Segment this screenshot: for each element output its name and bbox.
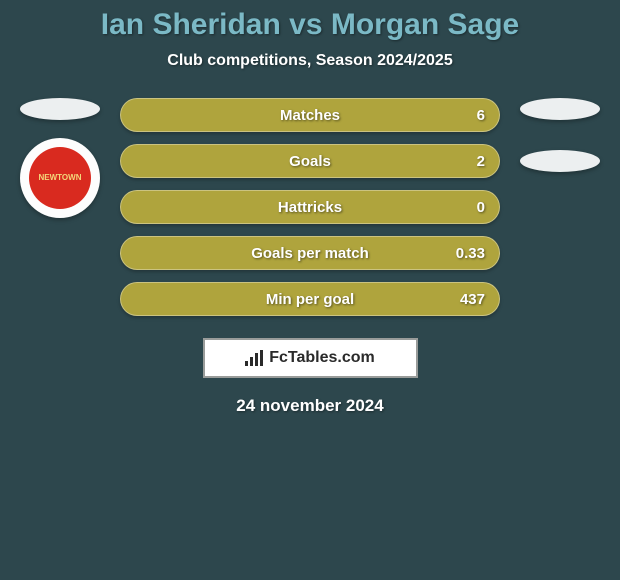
stat-row-hattricks: Hattricks 0 xyxy=(120,190,500,224)
chart-bars-icon xyxy=(245,350,263,366)
stat-value: 6 xyxy=(477,107,485,124)
stat-row-gpm: Goals per match 0.33 xyxy=(120,236,500,270)
right-column xyxy=(510,98,610,172)
player-left-ellipse xyxy=(20,98,100,120)
footer-logo-text: FcTables.com xyxy=(269,349,375,367)
stat-value: 437 xyxy=(460,291,485,308)
player-right-ellipse-2 xyxy=(520,150,600,172)
footer-logo: FcTables.com xyxy=(203,338,418,378)
stat-label: Matches xyxy=(280,107,340,124)
stat-bars: Matches 6 Goals 2 Hattricks 0 Goals per … xyxy=(120,98,500,316)
stat-value: 0.33 xyxy=(456,245,485,262)
footer-date: 24 november 2024 xyxy=(0,396,620,416)
stat-label: Min per goal xyxy=(266,291,354,308)
club-badge-inner: NEWTOWN xyxy=(29,147,91,209)
stats-area: NEWTOWN Matches 6 Goals 2 Hattricks 0 Go… xyxy=(0,98,620,316)
stat-label: Hattricks xyxy=(278,199,342,216)
club-badge-text: NEWTOWN xyxy=(39,174,82,183)
stat-row-matches: Matches 6 xyxy=(120,98,500,132)
stat-row-goals: Goals 2 xyxy=(120,144,500,178)
stat-label: Goals xyxy=(289,153,331,170)
stat-row-mpg: Min per goal 437 xyxy=(120,282,500,316)
stat-value: 0 xyxy=(477,199,485,216)
left-column: NEWTOWN xyxy=(10,98,110,218)
stat-label: Goals per match xyxy=(251,245,369,262)
player-right-ellipse-1 xyxy=(520,98,600,120)
club-badge: NEWTOWN xyxy=(20,138,100,218)
subtitle: Club competitions, Season 2024/2025 xyxy=(0,52,620,70)
page-title: Ian Sheridan vs Morgan Sage xyxy=(0,0,620,42)
stat-value: 2 xyxy=(477,153,485,170)
